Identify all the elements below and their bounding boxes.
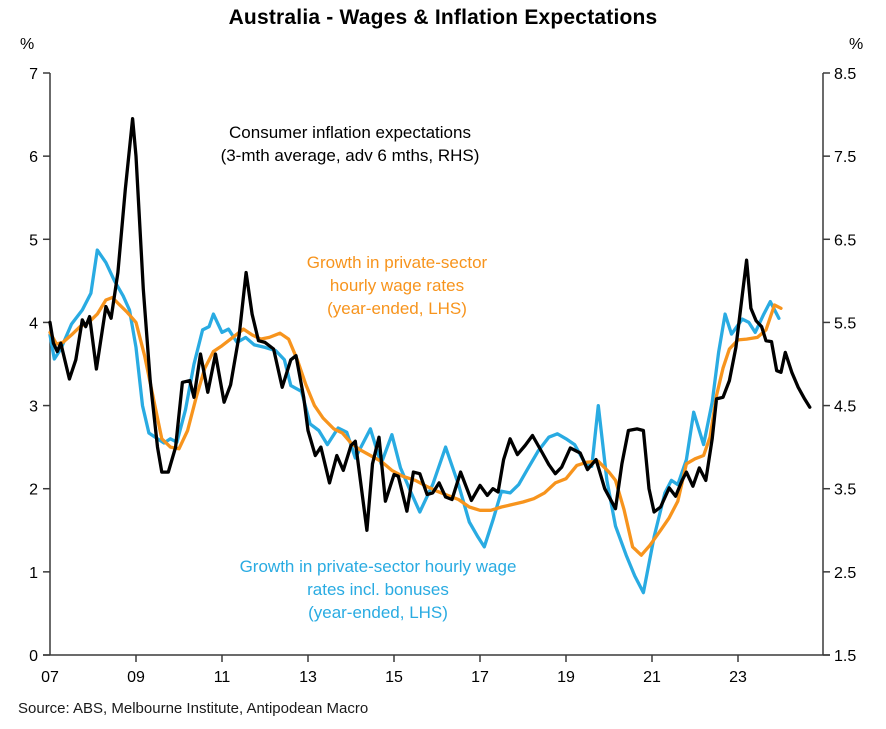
right-axis-tick-label: 2.5: [834, 565, 856, 582]
right-axis-tick-label: 8.5: [834, 66, 856, 83]
left-axis-tick-label: 0: [29, 648, 38, 665]
left-axis-tick-label: 4: [29, 315, 38, 332]
series-line-wage-rates: [48, 295, 783, 557]
source-note: Source: ABS, Melbourne Institute, Antipo…: [18, 700, 369, 717]
annotation-line: (year-ended, LHS): [327, 299, 467, 318]
annotation-wage-rates-incl-bonuses: Growth in private-sector hourly wage rat…: [128, 555, 628, 624]
annotation-line: rates incl. bonuses: [307, 580, 449, 599]
series-line-wage-rates-incl-bonuses: [48, 248, 781, 595]
annotation-line: (3-mth average, adv 6 mths, RHS): [220, 146, 480, 165]
left-axis-tick-label: 1: [29, 565, 38, 582]
left-axis-tick-label: 6: [29, 149, 38, 166]
right-axis-tick-label: 7.5: [834, 149, 856, 166]
left-axis-tick-label: 2: [29, 482, 38, 499]
x-axis-tick-label: 13: [299, 669, 317, 686]
left-axis-tick-label: 7: [29, 66, 38, 83]
chart-title: Australia - Wages & Inflation Expectatio…: [228, 6, 658, 29]
x-axis-tick-label: 21: [643, 669, 661, 686]
annotation-line: Growth in private-sector hourly wage: [239, 557, 517, 576]
right-axis-tick-label: 5.5: [834, 315, 856, 332]
x-axis-tick-label: 19: [557, 669, 575, 686]
x-axis-tick-label: 07: [41, 669, 59, 686]
x-axis-tick-label: 09: [127, 669, 145, 686]
data-series-lines: [48, 117, 812, 595]
right-axis-tick-label: 6.5: [834, 232, 856, 249]
annotation-line: (year-ended, LHS): [308, 603, 448, 622]
annotation-line: Growth in private-sector: [306, 253, 488, 272]
x-axis-tick-label: 15: [385, 669, 403, 686]
x-axis-tick-label: 11: [214, 669, 231, 686]
right-axis-tick-label: 4.5: [834, 399, 856, 416]
annotation-line: hourly wage rates: [329, 276, 465, 295]
left-axis-tick-label: 3: [29, 399, 38, 416]
annotation-hourly-wage-rates: Growth in private-sector hourly wage rat…: [247, 251, 547, 320]
left-axis-tick-label: 5: [29, 232, 38, 249]
series-line-inflation-expectations: [48, 117, 812, 532]
x-axis-tick-label: 17: [471, 669, 489, 686]
right-axis-tick-label: 3.5: [834, 482, 856, 499]
right-axis-tick-label: 1.5: [834, 648, 856, 665]
annotation-inflation-expectations: Consumer inflation expectations (3-mth a…: [90, 121, 610, 167]
x-axis-tick-label: 23: [729, 669, 747, 686]
left-axis-unit-label: %: [20, 36, 35, 53]
annotation-line: Consumer inflation expectations: [229, 123, 471, 142]
right-axis-unit-label: %: [849, 36, 864, 53]
axes: [43, 72, 830, 662]
